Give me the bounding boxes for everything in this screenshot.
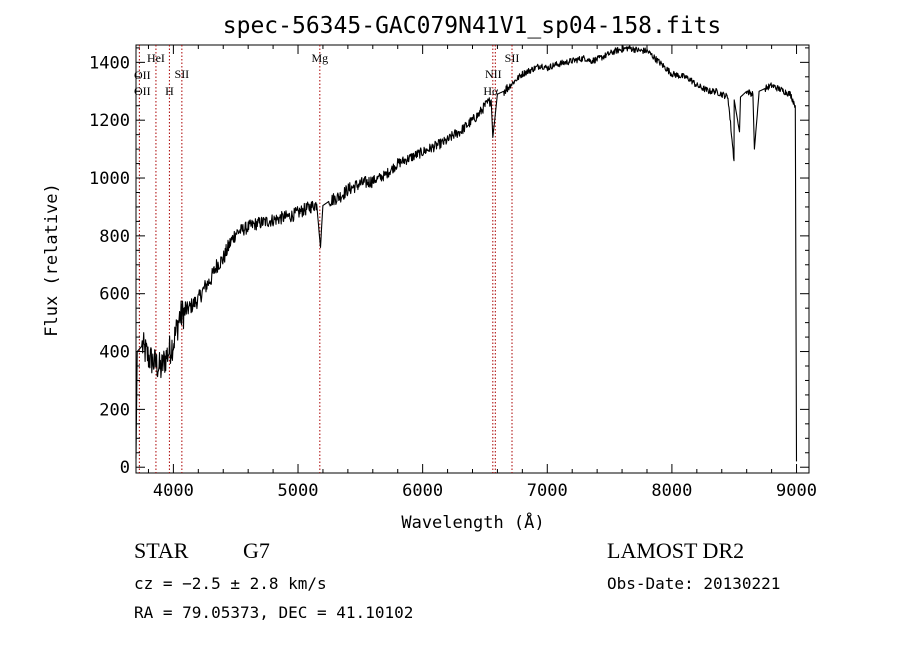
y-tick-label: 1400 xyxy=(89,53,130,73)
object-class: STAR xyxy=(134,538,189,563)
x-tick-label: 8000 xyxy=(651,481,692,501)
redshift-text: cz = −2.5 ± 2.8 km/s xyxy=(134,574,327,593)
line-label-OII: OII xyxy=(134,68,151,82)
y-tick-label: 200 xyxy=(99,400,130,420)
line-label-Halpha: Hα xyxy=(483,84,499,98)
line-sublabel-OIII-K: OII xyxy=(134,84,151,98)
coordinates-text: RA = 79.05373, DEC = 41.10102 xyxy=(134,603,414,622)
line-sublabel-CaH: H xyxy=(165,84,174,98)
x-tick-label: 9000 xyxy=(776,481,817,501)
y-axis-label: Flux (relative) xyxy=(42,183,62,337)
x-tick-label: 6000 xyxy=(402,481,443,501)
y-tick-label: 1000 xyxy=(89,169,130,189)
line-label-Mg: Mg xyxy=(311,51,328,65)
line-label-SII-4068: SII xyxy=(175,67,190,81)
y-tick-label: 1200 xyxy=(89,111,130,131)
chart-title: spec-56345-GAC079N41V1_sp04-158.fits xyxy=(223,13,722,39)
y-tick-label: 600 xyxy=(99,285,130,305)
x-tick-label: 4000 xyxy=(153,481,194,501)
y-axis: 0 200 400 600 800 1000 1200 1400 xyxy=(89,47,809,478)
object-subclass: G7 xyxy=(243,538,270,563)
x-tick-label: 5000 xyxy=(278,481,319,501)
line-label-SII-6717: SII xyxy=(505,51,520,65)
spectrum-line xyxy=(135,45,798,462)
y-tick-label: 800 xyxy=(99,227,130,247)
line-label-NII: NII xyxy=(485,67,502,81)
y-tick-label: 400 xyxy=(99,343,130,363)
line-label-OIII-K: HeI xyxy=(147,51,165,65)
survey-name: LAMOST DR2 xyxy=(607,538,745,563)
x-tick-label: 7000 xyxy=(527,481,568,501)
obs-date: Obs-Date: 20130221 xyxy=(607,574,781,593)
y-tick-label: 0 xyxy=(120,458,130,478)
x-axis-label: Wavelength (Å) xyxy=(401,511,544,533)
x-axis: 4000 5000 6000 7000 8000 9000 xyxy=(147,45,817,501)
emission-lines xyxy=(138,45,513,473)
